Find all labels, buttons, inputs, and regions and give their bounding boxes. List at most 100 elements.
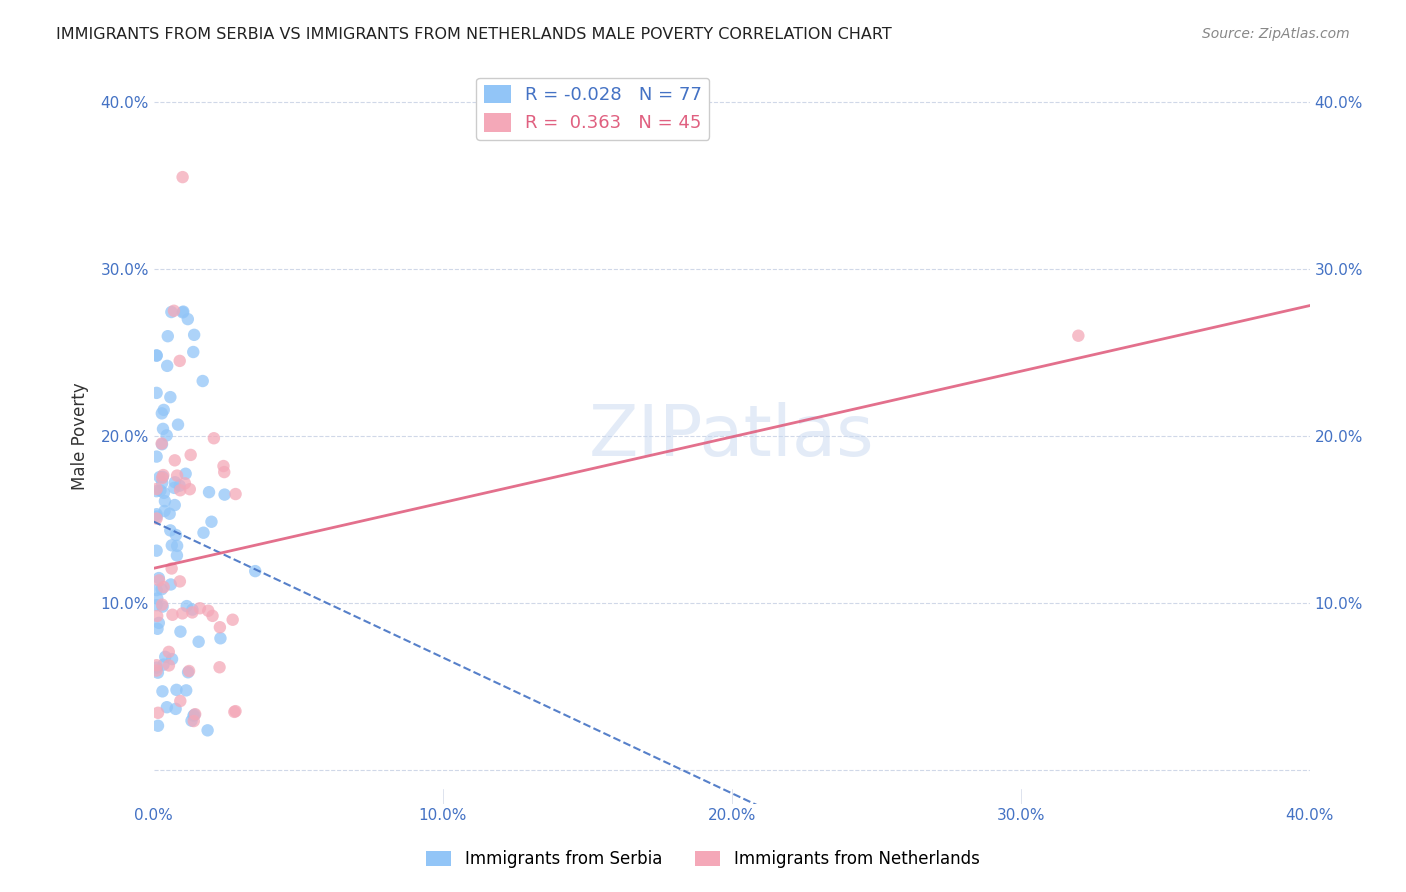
- Point: [160, 305, 183, 319]
- Point: [183, 707, 205, 722]
- Point: [183, 714, 205, 728]
- Point: [165, 702, 187, 716]
- Point: [152, 470, 174, 484]
- Point: [150, 471, 173, 485]
- Point: [159, 577, 181, 591]
- Point: [169, 694, 191, 708]
- Point: [166, 682, 188, 697]
- Point: [180, 714, 202, 728]
- Point: [160, 538, 183, 552]
- Point: [145, 509, 167, 524]
- Point: [159, 524, 181, 538]
- Text: Source: ZipAtlas.com: Source: ZipAtlas.com: [1202, 27, 1350, 41]
- Point: [145, 348, 167, 362]
- Point: [163, 481, 186, 495]
- Point: [208, 620, 231, 634]
- Point: [166, 468, 188, 483]
- Text: IMMIGRANTS FROM SERBIA VS IMMIGRANTS FROM NETHERLANDS MALE POVERTY CORRELATION C: IMMIGRANTS FROM SERBIA VS IMMIGRANTS FRO…: [56, 27, 891, 42]
- Point: [163, 303, 186, 318]
- Point: [145, 482, 167, 496]
- Point: [225, 487, 247, 501]
- Point: [156, 329, 179, 343]
- Point: [225, 704, 247, 718]
- Point: [169, 483, 191, 498]
- Point: [165, 528, 187, 542]
- Point: [146, 591, 169, 606]
- Point: [150, 582, 173, 597]
- Point: [150, 436, 173, 450]
- Point: [177, 312, 200, 326]
- Point: [145, 349, 167, 363]
- Point: [152, 422, 174, 436]
- Point: [212, 458, 235, 473]
- Point: [209, 632, 232, 646]
- Point: [172, 607, 194, 621]
- Point: [157, 645, 180, 659]
- Point: [157, 658, 180, 673]
- Point: [201, 608, 224, 623]
- Point: [146, 665, 169, 680]
- Point: [208, 660, 231, 674]
- Point: [152, 403, 174, 417]
- Point: [145, 664, 167, 678]
- Point: [152, 599, 174, 614]
- Point: [145, 543, 167, 558]
- Point: [214, 487, 236, 501]
- Point: [163, 475, 186, 490]
- Point: [174, 683, 197, 698]
- Point: [160, 652, 183, 666]
- Point: [148, 574, 170, 588]
- Point: [152, 580, 174, 594]
- Point: [150, 437, 173, 451]
- Point: [183, 327, 205, 342]
- Point: [152, 657, 174, 672]
- Point: [145, 598, 167, 612]
- Point: [1067, 328, 1090, 343]
- Point: [191, 374, 214, 388]
- Point: [245, 564, 267, 578]
- Point: [169, 574, 191, 589]
- Point: [176, 599, 198, 613]
- Point: [198, 485, 221, 500]
- Point: [149, 470, 172, 484]
- Point: [181, 606, 204, 620]
- Point: [177, 665, 200, 680]
- Point: [163, 498, 186, 512]
- Point: [150, 598, 173, 612]
- Point: [148, 571, 170, 585]
- Point: [212, 465, 235, 479]
- Point: [224, 705, 246, 719]
- Point: [153, 504, 176, 518]
- Point: [145, 511, 167, 525]
- Point: [159, 507, 181, 521]
- Point: [184, 707, 207, 722]
- Point: [197, 723, 219, 738]
- Point: [146, 719, 169, 733]
- Point: [172, 305, 194, 319]
- Point: [187, 634, 209, 648]
- Point: [174, 467, 197, 481]
- Point: [174, 476, 197, 491]
- Point: [150, 476, 173, 491]
- Point: [169, 624, 191, 639]
- Point: [153, 494, 176, 508]
- Point: [197, 604, 219, 618]
- Point: [145, 582, 167, 597]
- Point: [145, 660, 167, 674]
- Point: [156, 700, 179, 714]
- Point: [163, 453, 186, 467]
- Text: ZIPatlas: ZIPatlas: [589, 401, 875, 471]
- Point: [167, 417, 190, 432]
- Point: [193, 525, 215, 540]
- Point: [146, 706, 169, 720]
- Point: [148, 615, 170, 630]
- Point: [172, 304, 194, 318]
- Point: [166, 539, 188, 553]
- Point: [181, 602, 204, 616]
- Point: [145, 450, 167, 464]
- Point: [145, 508, 167, 522]
- Point: [202, 431, 225, 445]
- Point: [156, 359, 179, 373]
- Point: [177, 664, 200, 678]
- Point: [179, 482, 201, 496]
